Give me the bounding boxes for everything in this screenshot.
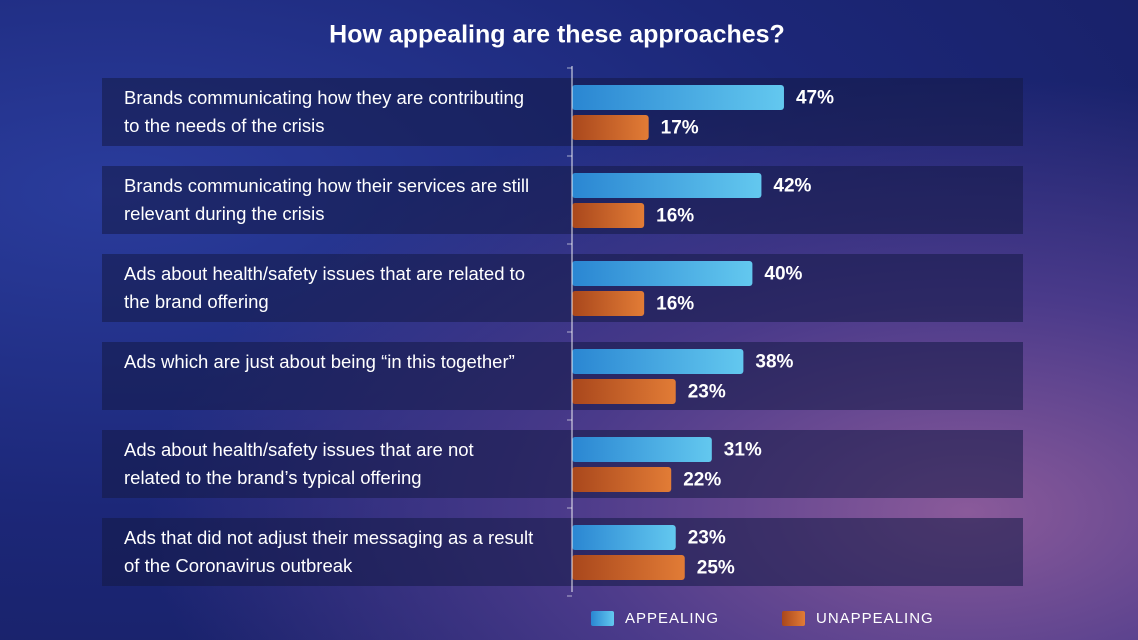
bar: [572, 261, 753, 286]
bar: [572, 291, 645, 316]
value-label: 42%: [773, 176, 811, 197]
row-background: [102, 342, 1023, 410]
bar: [572, 379, 676, 404]
bar: [572, 437, 712, 462]
value-label: 40%: [764, 264, 802, 285]
value-label: 16%: [656, 294, 694, 315]
legend-swatch: [591, 611, 614, 626]
value-label: 22%: [683, 470, 721, 491]
bar: [572, 555, 685, 580]
row-background: [102, 518, 1023, 586]
value-label: 25%: [697, 558, 735, 579]
value-label: 38%: [755, 352, 793, 373]
value-label: 31%: [724, 440, 762, 461]
row-background: [102, 78, 1023, 146]
row-background: [102, 430, 1023, 498]
chart-title: How appealing are these approaches?: [329, 21, 785, 49]
legend-label: APPEALING: [625, 610, 719, 627]
bar: [572, 85, 784, 110]
bar: [572, 467, 672, 492]
value-label: 17%: [661, 118, 699, 139]
category-label: Ads which are just about being “in this …: [124, 351, 515, 372]
value-label: 16%: [656, 206, 694, 227]
legend-label: UNAPPEALING: [816, 610, 934, 627]
category-label: Ads that did not adjust their messaging …: [124, 527, 534, 576]
category-label: Brands communicating how their services …: [124, 175, 530, 224]
bar: [572, 525, 676, 550]
bar: [572, 203, 645, 228]
row-background: [102, 166, 1023, 234]
category-label: Ads about health/safety issues that are …: [124, 439, 474, 488]
category-label: Brands communicating how they are contri…: [124, 87, 525, 136]
value-label: 47%: [796, 88, 834, 109]
category-label: Ads about health/safety issues that are …: [124, 263, 526, 312]
value-label: 23%: [688, 528, 726, 549]
bar: [572, 115, 649, 140]
row-background: [102, 254, 1023, 322]
bar: [572, 173, 762, 198]
legend-swatch: [782, 611, 805, 626]
bar: [572, 349, 744, 374]
value-label: 23%: [688, 382, 726, 403]
